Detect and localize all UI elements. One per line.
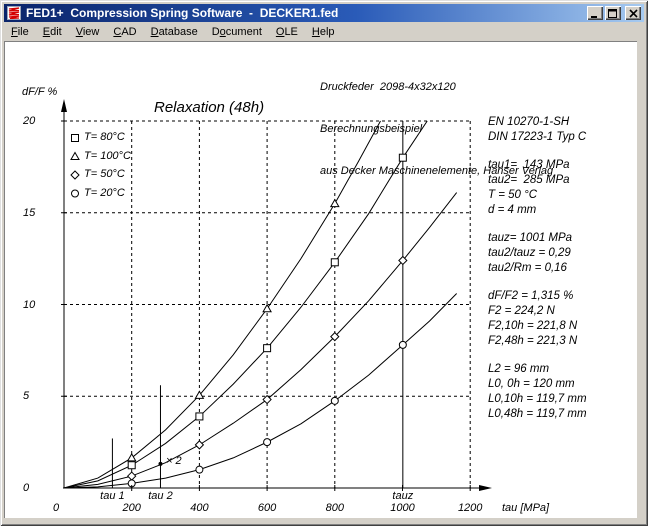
- menu-item-database[interactable]: Database: [150, 26, 198, 38]
- menu-item-file[interactable]: File: [11, 26, 29, 38]
- maximize-button[interactable]: [605, 6, 621, 20]
- menu-item-cad[interactable]: CAD: [113, 26, 137, 38]
- titlebar[interactable]: FED1+ Compression Spring Software - DECK…: [4, 4, 644, 22]
- close-button[interactable]: [625, 6, 641, 20]
- menu-item-view[interactable]: View: [75, 26, 100, 38]
- menu-item-edit[interactable]: Edit: [42, 26, 62, 38]
- menubar: File Edit View CAD Database Document OLE Help: [4, 23, 644, 41]
- menu-item-help[interactable]: Help: [311, 26, 335, 38]
- client-area: [4, 41, 637, 518]
- menu-item-ole[interactable]: OLE: [275, 26, 298, 38]
- spring-icon: [7, 6, 21, 20]
- window-controls: [587, 6, 641, 20]
- menu-item-document[interactable]: Document: [211, 26, 262, 38]
- minimize-button[interactable]: [587, 6, 603, 20]
- window-title: FED1+ Compression Spring Software - DECK…: [26, 6, 339, 20]
